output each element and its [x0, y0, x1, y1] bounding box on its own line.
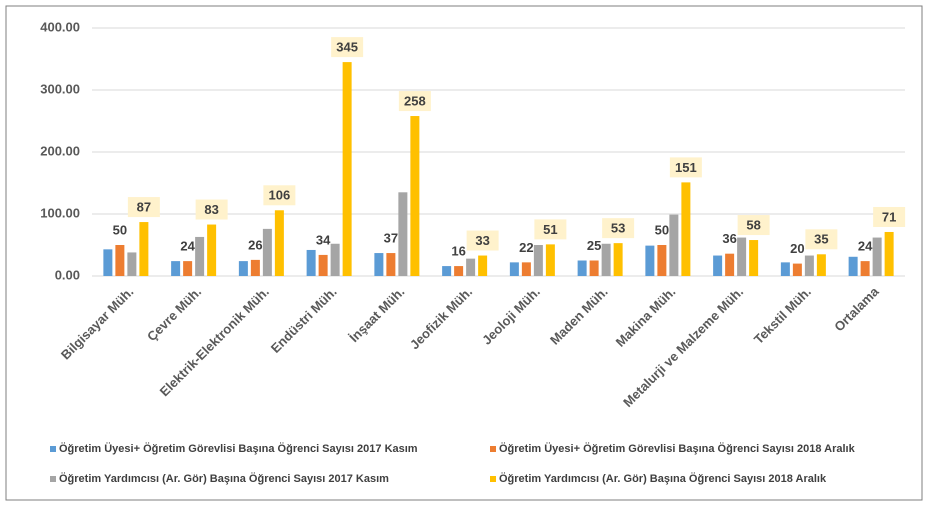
bar — [171, 261, 181, 276]
data-label: 53 — [611, 221, 625, 236]
data-label-box — [669, 157, 702, 178]
data-label: 50 — [113, 222, 127, 237]
data-label: 151 — [675, 160, 697, 175]
data-label: 50 — [655, 222, 669, 237]
bar — [207, 224, 217, 276]
bar — [645, 245, 655, 276]
data-label-box — [195, 199, 228, 220]
data-label-box — [331, 37, 364, 58]
bar — [521, 262, 531, 276]
bar — [589, 260, 599, 276]
data-label: 345 — [336, 40, 358, 55]
data-label: 71 — [882, 209, 896, 224]
legend-label: Öğretim Yardımcısı (Ar. Gör) Başına Öğre… — [59, 472, 389, 485]
bar — [601, 243, 611, 276]
legend-label: Öğretim Üyesi+ Öğretim Görevlisi Başına … — [499, 442, 856, 455]
bar — [454, 266, 464, 276]
data-label: 22 — [519, 240, 533, 255]
data-label: 26 — [248, 237, 262, 252]
bar — [860, 261, 870, 276]
data-label: 34 — [316, 232, 331, 247]
bar — [410, 116, 420, 276]
bar — [725, 253, 735, 276]
chart-border — [5, 5, 923, 501]
bar — [127, 252, 137, 276]
data-label: 51 — [543, 222, 557, 237]
data-label: 36 — [722, 231, 736, 246]
data-label-box — [127, 197, 160, 218]
bar — [386, 253, 396, 276]
bar — [342, 62, 352, 276]
legend-label: Öğretim Yardımcısı (Ar. Gör) Başına Öğre… — [499, 472, 827, 485]
bar — [183, 261, 193, 276]
data-label: 16 — [451, 244, 465, 259]
bar — [478, 255, 488, 276]
bar — [509, 262, 519, 276]
y-tick-label: 400.00 — [40, 19, 80, 34]
legend-swatch — [490, 446, 496, 452]
legend-label: Öğretim Üyesi+ Öğretim Görevlisi Başına … — [59, 442, 418, 455]
y-tick-label: 0.00 — [55, 267, 80, 282]
data-label-box — [805, 229, 838, 250]
bar — [749, 240, 759, 276]
data-label: 37 — [384, 230, 398, 245]
bar — [398, 192, 408, 276]
data-label-box — [398, 91, 431, 112]
bar — [466, 258, 476, 276]
bar — [737, 237, 747, 276]
y-tick-label: 100.00 — [40, 205, 80, 220]
data-label: 33 — [475, 233, 489, 248]
bar — [681, 182, 691, 276]
bar — [238, 261, 248, 276]
legend-swatch — [490, 476, 496, 482]
data-label-box — [466, 230, 499, 251]
bar — [306, 249, 316, 276]
data-label-box — [263, 185, 296, 206]
bar — [103, 249, 113, 276]
bar — [872, 237, 882, 276]
bar — [262, 228, 272, 276]
bar — [780, 262, 790, 276]
data-label: 20 — [790, 241, 804, 256]
bar — [792, 263, 802, 276]
bar — [804, 255, 814, 276]
bar — [374, 253, 384, 276]
data-label: 83 — [204, 202, 218, 217]
bar — [442, 266, 452, 276]
y-tick-label: 300.00 — [40, 81, 80, 96]
bar — [884, 231, 894, 276]
legend-swatch — [50, 446, 56, 452]
bar — [545, 244, 555, 276]
bar — [330, 243, 340, 276]
data-label: 35 — [814, 232, 828, 247]
data-label: 24 — [180, 239, 195, 254]
bar — [816, 254, 826, 276]
data-label: 258 — [404, 93, 426, 108]
bar — [669, 214, 679, 276]
bar — [115, 245, 125, 276]
bar — [657, 245, 667, 276]
bar — [713, 255, 723, 276]
data-label-box — [534, 219, 567, 240]
bar — [250, 259, 260, 276]
legend-swatch — [50, 476, 56, 482]
bar — [613, 243, 623, 276]
data-label: 106 — [269, 188, 291, 203]
data-label-box — [873, 206, 906, 227]
bar — [577, 260, 587, 276]
bar — [533, 245, 543, 276]
y-tick-label: 200.00 — [40, 143, 80, 158]
data-label: 25 — [587, 238, 601, 253]
data-label: 24 — [858, 239, 873, 254]
bar — [318, 254, 328, 276]
data-label: 87 — [137, 199, 151, 214]
bar — [274, 210, 284, 276]
data-label-box — [602, 218, 635, 239]
data-label-box — [737, 215, 770, 236]
bar — [139, 222, 149, 276]
data-label: 58 — [746, 217, 760, 232]
bar — [848, 256, 858, 276]
bar — [195, 236, 205, 276]
